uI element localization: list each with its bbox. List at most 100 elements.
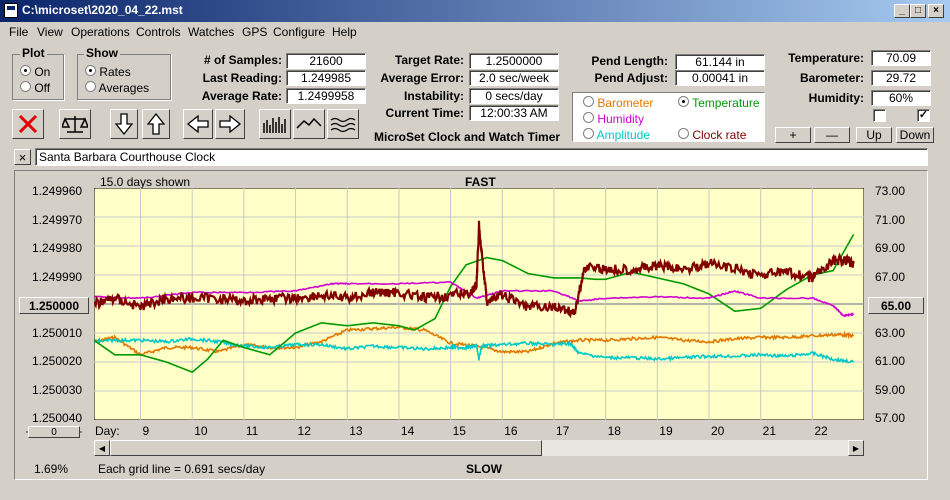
zoom-slider-thumb[interactable]: 0 (28, 426, 80, 438)
show-rates-label: Rates (99, 65, 131, 79)
rate-chart[interactable] (94, 188, 864, 420)
scroll-left-arrow-icon[interactable]: ◀ (94, 440, 110, 456)
bar-graph-button[interactable] (259, 109, 291, 139)
rate-down-button[interactable] (110, 109, 138, 139)
pend-length-label: Pend Length: (591, 54, 668, 68)
right-tick: 71.00 (875, 213, 906, 227)
scroll-left-button[interactable] (183, 109, 213, 139)
average-error-field: 2.0 sec/week (469, 70, 559, 86)
show-averages-label: Averages (98, 81, 150, 95)
horizontal-scrollbar[interactable]: ◀ ▶ (94, 440, 864, 456)
arrow-up-icon (147, 112, 165, 135)
instability-label: Instability: (403, 89, 464, 103)
checkbox-right[interactable]: ✓ (917, 109, 930, 122)
sensor-amplitude-radio[interactable]: Amplitude (583, 128, 650, 142)
show-group (77, 54, 171, 100)
radio-selected-icon (85, 65, 96, 76)
sensor-temperature-radio[interactable]: Temperature (678, 96, 760, 110)
day-tick-label: 18 (607, 424, 621, 438)
menu-view[interactable]: View (37, 25, 63, 39)
show-averages-radio[interactable]: Averages (85, 81, 149, 95)
average-rate-field: 1.2499958 (286, 88, 366, 104)
day-tick-label: 17 (555, 424, 570, 438)
day-tick-label: 14 (400, 424, 415, 438)
day-tick-label: 12 (297, 424, 311, 438)
menu-configure[interactable]: Configure (273, 25, 326, 39)
series-lines (94, 220, 855, 374)
left-tick: 1.250020 (32, 354, 83, 368)
checkbox-left[interactable] (873, 109, 886, 122)
sensor-barometer-radio[interactable]: Barometer (583, 96, 653, 110)
left-center-button[interactable]: 1.250000 (19, 297, 89, 314)
day-tick-label: 10 (194, 424, 208, 438)
target-rate-label: Target Rate: (394, 53, 464, 67)
minus-button[interactable]: — (814, 127, 850, 143)
pend-adjust-field: 0.00041 in (675, 70, 765, 86)
plot-on-radio[interactable]: On (20, 65, 50, 79)
line-graph-icon (296, 117, 322, 129)
temperature-field: 70.09 (871, 50, 931, 66)
plot-on-label: On (34, 65, 51, 79)
show-group-title: Show (84, 46, 120, 60)
sensor-clockrate-radio[interactable]: Clock rate (678, 128, 746, 142)
close-x-icon: × (18, 149, 27, 165)
instability-field: 0 secs/day (469, 88, 559, 104)
left-tick: 1.249980 (32, 241, 83, 255)
day-tick-label: 9 (142, 424, 150, 438)
fast-label: FAST (465, 175, 496, 189)
menu-watches[interactable]: Watches (188, 25, 235, 39)
plot-off-radio[interactable]: Off (20, 81, 50, 95)
clock-name-field[interactable]: Santa Barbara Courthouse Clock (35, 148, 928, 166)
right-tick: 61.00 (875, 354, 906, 368)
plus-button[interactable]: + (775, 127, 811, 143)
left-tick: 1.250030 (32, 383, 83, 397)
cancel-button[interactable] (12, 109, 44, 139)
target-rate-field[interactable]: 1.2500000 (469, 53, 559, 69)
right-tick: 73.00 (875, 184, 906, 198)
wave-button[interactable] (327, 109, 359, 139)
menu-gps[interactable]: GPS (242, 25, 268, 39)
series-humidity-line (94, 281, 854, 318)
right-center-button[interactable]: 65.00 (868, 297, 924, 314)
radio-icon (583, 96, 594, 107)
scrollbar-thumb[interactable] (110, 440, 542, 456)
clear-clock-button[interactable]: × (14, 149, 31, 165)
radio-selected-icon (678, 96, 689, 107)
menu-operations[interactable]: Operations (71, 25, 130, 39)
menu-controls[interactable]: Controls (136, 25, 181, 39)
days-shown-label: 15.0 days shown (100, 175, 191, 189)
scroll-right-button[interactable] (215, 109, 245, 139)
window-title: C:\microset\2020_04_22.mst (22, 3, 183, 17)
radio-icon (20, 81, 31, 92)
pend-adjust-label: Pend Adjust: (594, 71, 668, 85)
scroll-right-arrow-icon[interactable]: ▶ (848, 440, 864, 456)
radio-icon (583, 128, 594, 139)
down-button[interactable]: Down (896, 127, 934, 143)
sensor-temperature-label: Temperature (692, 96, 760, 110)
menu-bar: File View Operations Controls Watches GP… (0, 22, 950, 42)
right-tick: 63.00 (875, 326, 906, 340)
right-tick: 67.00 (875, 270, 906, 284)
plot-group-title: Plot (20, 46, 47, 60)
menu-file[interactable]: File (9, 25, 29, 39)
menu-help[interactable]: Help (332, 25, 357, 39)
pend-length-field[interactable]: 61.144 in (675, 54, 765, 70)
show-rates-radio[interactable]: Rates (85, 65, 131, 79)
barometer-label: Barometer: (799, 71, 864, 85)
balance-button[interactable] (59, 109, 91, 139)
maximize-icon[interactable]: □ (910, 4, 926, 18)
sensor-humidity-radio[interactable]: Humidity (583, 112, 644, 126)
day-tick-label: 20 (710, 424, 725, 438)
line-graph-button[interactable] (293, 109, 325, 139)
arrow-right-icon (219, 115, 242, 133)
up-button[interactable]: Up (856, 127, 892, 143)
day-tick-label: 21 (762, 424, 776, 438)
rate-up-button[interactable] (142, 109, 170, 139)
app-icon[interactable] (4, 3, 18, 18)
sensor-select-box (572, 92, 765, 142)
close-icon[interactable]: × (928, 4, 944, 18)
radio-icon (678, 128, 689, 139)
minimize-icon[interactable]: _ (894, 4, 910, 18)
temperature-label: Temperature: (788, 51, 864, 65)
radio-icon (583, 112, 594, 123)
